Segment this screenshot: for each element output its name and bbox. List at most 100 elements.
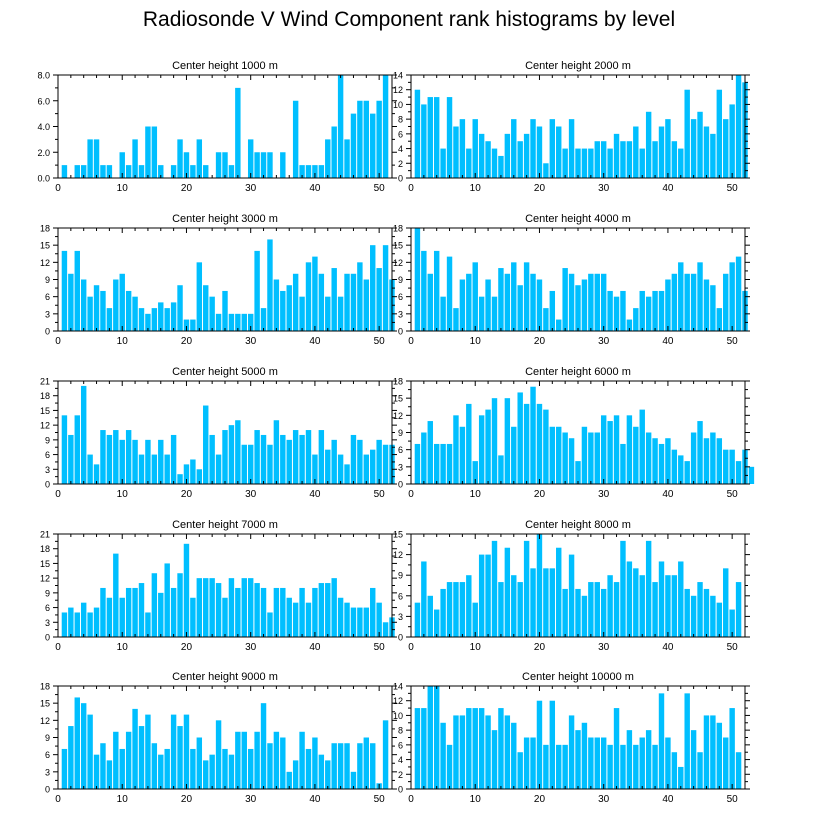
histogram-bar [357, 262, 363, 331]
histogram-bar [100, 430, 106, 484]
histogram-bar [440, 148, 446, 178]
histogram-bar [575, 148, 581, 178]
x-tick-label: 10 [117, 336, 129, 347]
x-tick-label: 20 [181, 336, 193, 347]
histogram-bar [93, 464, 100, 484]
histogram-bar [228, 754, 235, 789]
histogram-bar [581, 595, 588, 637]
y-tick-label: 21 [40, 377, 50, 387]
histogram-bar [556, 426, 562, 484]
histogram-bar [729, 262, 735, 331]
x-tick-label: 20 [534, 489, 546, 500]
x-tick-label: 20 [534, 336, 546, 347]
histogram-bar [376, 268, 382, 331]
histogram-bar [151, 454, 158, 484]
histogram-bar [427, 421, 433, 484]
histogram-bar [536, 403, 543, 484]
histogram-bar [215, 454, 222, 484]
histogram-bar [222, 748, 228, 789]
histogram-bar [260, 703, 267, 789]
histogram-bar [498, 455, 504, 484]
histogram-bar [106, 165, 113, 178]
histogram-bar [427, 273, 433, 331]
histogram-bar [312, 587, 318, 637]
histogram-bar [337, 597, 344, 637]
histogram-bar [626, 415, 633, 484]
histogram-bar [697, 582, 703, 637]
histogram-bar [626, 319, 633, 331]
histogram-bar [433, 443, 440, 484]
histogram-bar [504, 547, 511, 637]
y-tick-label: 9 [398, 571, 403, 581]
histogram-bar [325, 449, 331, 484]
histogram-bar [498, 155, 504, 178]
histogram-bar [254, 152, 260, 178]
x-tick-label: 50 [374, 336, 386, 347]
histogram-bar [588, 582, 594, 637]
panel-title: Center height 9000 m [172, 671, 278, 683]
histogram-bar [517, 285, 523, 331]
histogram-bar [247, 313, 254, 331]
histogram-bar [633, 126, 639, 178]
x-tick-label: 10 [470, 794, 482, 805]
histogram-bar [318, 273, 325, 331]
x-tick-label: 0 [408, 642, 414, 653]
histogram-bar [119, 273, 125, 331]
histogram-bar [684, 273, 690, 331]
histogram-bar [177, 573, 183, 637]
histogram-bar [299, 434, 305, 484]
histogram-bar [138, 165, 145, 178]
histogram-bar [106, 308, 113, 331]
histogram-bar [100, 587, 106, 637]
histogram-bar [74, 415, 80, 484]
histogram-bar [427, 97, 433, 178]
histogram-bar [530, 568, 536, 637]
histogram-bar [254, 583, 260, 637]
histogram-bar [318, 430, 325, 484]
histogram-bar [446, 256, 453, 331]
x-tick-label: 30 [245, 642, 257, 653]
histogram-bar [716, 89, 723, 178]
histogram-bar [87, 454, 93, 484]
histogram-bar [633, 308, 639, 331]
histogram-bar [119, 152, 125, 178]
histogram-bar [723, 449, 729, 484]
histogram-bar [106, 434, 113, 484]
histogram-bar [562, 588, 568, 637]
histogram-bar [472, 262, 478, 331]
x-tick-label: 10 [117, 489, 129, 500]
y-tick-label: 9 [45, 733, 50, 743]
histogram-bar [312, 737, 318, 789]
histogram-bar [382, 75, 389, 178]
histogram-bar [235, 731, 241, 789]
histogram-bar [633, 426, 639, 484]
histogram-bar [61, 748, 68, 789]
histogram-bar [305, 262, 312, 331]
panel-4: Center height 4000 m 0 10 20 30 40 50 0 3 6 9 12 15 1… [393, 213, 750, 347]
y-tick-label: 12 [40, 258, 50, 268]
histogram-bar [517, 752, 523, 789]
histogram-bar [748, 466, 755, 484]
histogram-bar [690, 119, 697, 178]
histogram-bar [639, 737, 645, 789]
histogram-bar [645, 111, 652, 178]
histogram-bar [337, 75, 344, 178]
histogram-bar [466, 273, 472, 331]
histogram-bar [600, 141, 607, 178]
histogram-bar [370, 113, 376, 178]
histogram-bar [203, 405, 209, 484]
panel-title: Center height 8000 m [525, 519, 631, 531]
histogram-bar [299, 731, 305, 789]
histogram-bar [645, 540, 652, 637]
y-tick-label: 0 [398, 785, 403, 795]
histogram-bar [241, 313, 247, 331]
histogram-bar [170, 165, 177, 178]
histogram-bar [414, 708, 421, 789]
histogram-bar [613, 708, 620, 789]
histogram-bar [440, 722, 446, 789]
y-tick-label: 8.0 [37, 71, 50, 81]
histogram-bar [620, 540, 626, 637]
histogram-bar [723, 737, 729, 789]
y-tick-label: 18 [40, 224, 50, 234]
